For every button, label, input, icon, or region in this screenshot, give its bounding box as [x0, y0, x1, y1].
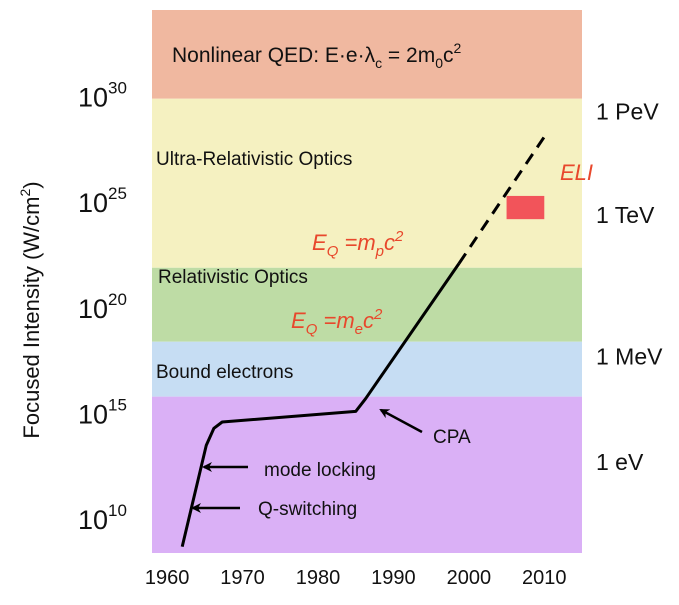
annotation-q-switching: Q-switching: [258, 499, 357, 520]
eli-box: [506, 195, 545, 220]
series-line-dashed: [457, 135, 546, 265]
annotation-arrow-cpa: [379, 408, 423, 434]
band-label-bound-electrons: Bound electrons: [156, 362, 293, 383]
x-tick-2010: 2010: [522, 567, 567, 589]
y-tick-1e20: 1020: [78, 290, 127, 324]
annotation-mode-locking: mode locking: [264, 460, 376, 481]
y-tick-1e25: 1025: [78, 184, 127, 218]
x-tick-1960: 1960: [145, 567, 190, 589]
x-tick-1970: 1970: [220, 567, 265, 589]
band-1: [152, 98, 582, 268]
band-0: [152, 10, 582, 99]
y-tick-1e10: 1010: [78, 501, 127, 535]
y-axis-label: Focused Intensity (W/cm2): [17, 181, 44, 438]
energy-label-1-ev: 1 eV: [596, 449, 644, 475]
band-2: [152, 267, 582, 342]
series-line-solid: [180, 262, 461, 548]
eli-label: ELI: [560, 160, 593, 185]
band-3: [152, 341, 582, 397]
annotation-cpa: CPA: [433, 427, 471, 448]
y-tick-1e30: 1030: [78, 79, 127, 113]
energy-label-1-mev: 1 MeV: [596, 344, 663, 370]
y-tick-1e15: 1015: [78, 395, 127, 429]
energy-marker-p: EQ =mpc2: [312, 228, 404, 260]
band-label-ultra-relativistic: Ultra-Relativistic Optics: [156, 149, 352, 170]
energy-marker-e: EQ =mec2: [291, 306, 383, 338]
x-tick-1990: 1990: [371, 567, 416, 589]
energy-label-1-pev: 1 PeV: [596, 98, 659, 124]
band-label-nonlinear-qed: Nonlinear QED: E·e·λc = 2m0c2: [172, 40, 461, 71]
energy-label-1-tev: 1 TeV: [596, 202, 655, 228]
x-tick-2000: 2000: [447, 567, 492, 589]
band-label-relativistic: Relativistic Optics: [158, 267, 308, 288]
x-tick-1980: 1980: [296, 567, 341, 589]
